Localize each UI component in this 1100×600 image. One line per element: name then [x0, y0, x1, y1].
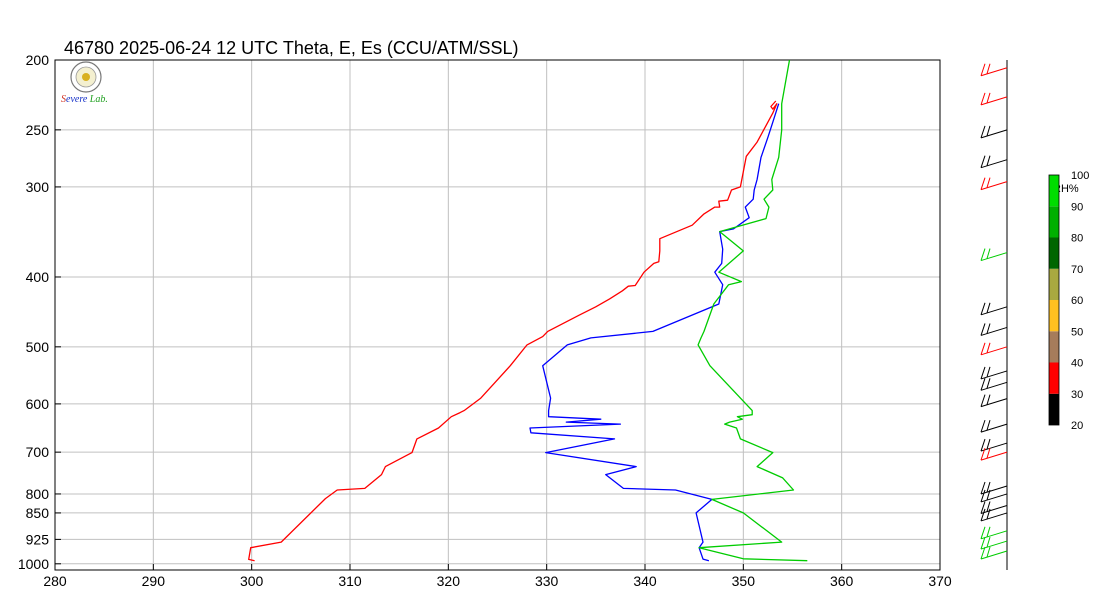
wind-barb	[980, 323, 1008, 336]
series-lines	[248, 59, 808, 562]
wind-barb	[980, 125, 1008, 139]
y-tick-label: 400	[26, 269, 50, 285]
wind-barb	[980, 546, 1008, 560]
y-tick-label: 925	[26, 531, 50, 547]
y-tick-label: 800	[26, 486, 50, 502]
y-axis: 200 250 300 400 500 600 700 800 850 925 1000	[18, 52, 61, 572]
wind-barb	[980, 536, 1008, 550]
y-tick-label: 850	[26, 505, 50, 521]
wind-barb	[980, 342, 1008, 356]
colorbar-tick-label: 20	[1071, 420, 1083, 432]
wind-barb	[980, 63, 1008, 77]
colorbar-segment	[1049, 393, 1059, 425]
wind-barb	[980, 248, 1008, 262]
colorbar-segment	[1049, 331, 1059, 363]
y-tick-label: 250	[26, 122, 50, 138]
colorbar-label: RH%	[1053, 183, 1079, 195]
rh-colorbar: RH% 20 30 40 50 60 70 80 90 100	[1048, 170, 1089, 432]
x-tick-label: 340	[633, 573, 657, 589]
y-tick-label: 300	[26, 179, 50, 195]
y-tick-label: 500	[26, 339, 50, 355]
wind-barb	[980, 155, 1008, 169]
colorbar-segment	[1049, 362, 1059, 394]
chart-title: 46780 2025-06-24 12 UTC Theta, E, Es (CC…	[64, 38, 519, 58]
colorbar-segment	[1049, 175, 1059, 207]
colorbar-segment	[1049, 237, 1059, 269]
colorbar-segment	[1049, 268, 1059, 300]
x-tick-label: 320	[437, 573, 461, 589]
colorbar-tick-label: 70	[1071, 264, 1083, 276]
colorbar-frame	[1048, 174, 1060, 426]
wind-barb	[980, 481, 1008, 495]
y-tick-label: 600	[26, 396, 50, 412]
wind-barb	[980, 508, 1008, 522]
colorbar-segment	[1049, 206, 1059, 238]
logo-text: Severe Lab.	[61, 94, 108, 105]
x-tick-label: 300	[240, 573, 264, 589]
wind-barb	[980, 438, 1008, 452]
x-tick-label: 330	[535, 573, 559, 589]
plot-grid	[55, 60, 940, 570]
colorbar-tick-label: 60	[1071, 295, 1083, 307]
wind-barbs	[980, 60, 1008, 570]
colorbar-segment	[1049, 300, 1059, 332]
x-tick-label: 310	[338, 573, 362, 589]
x-tick-label: 290	[142, 573, 166, 589]
wind-barb	[980, 501, 1008, 514]
x-tick-label: 370	[928, 573, 952, 589]
y-tick-label: 700	[26, 444, 50, 460]
plot-area	[54, 59, 941, 571]
colorbar-tick-label: 30	[1071, 389, 1083, 401]
wind-barb	[980, 489, 1008, 503]
es-line	[697, 59, 808, 562]
y-tick-label: 1000	[18, 556, 49, 572]
e-line	[529, 103, 780, 562]
wind-barb	[980, 92, 1008, 106]
colorbar-tick-label: 80	[1071, 233, 1083, 245]
wind-barb	[980, 447, 1008, 461]
y-tick-label: 200	[26, 52, 50, 68]
colorbar-tick-label: 100	[1071, 170, 1089, 182]
wind-barb	[980, 177, 1008, 191]
x-tick-label: 360	[830, 573, 854, 589]
wind-barb	[980, 394, 1008, 408]
colorbar-tick-label: 90	[1071, 201, 1083, 213]
wind-barb	[980, 419, 1008, 433]
colorbar-tick-label: 50	[1071, 326, 1083, 338]
x-axis: 280 290 300 310 320 330 340 350 360 370	[43, 564, 952, 589]
theta-line	[248, 100, 778, 562]
colorbar-tick-label: 40	[1071, 358, 1083, 370]
wind-barb	[980, 302, 1008, 316]
wind-barb	[980, 378, 1008, 391]
lab-logo: Severe Lab.	[61, 61, 108, 105]
wind-barb	[980, 526, 1008, 540]
x-tick-label: 280	[43, 573, 67, 589]
wind-barb	[980, 366, 1008, 380]
x-tick-label: 350	[732, 573, 756, 589]
